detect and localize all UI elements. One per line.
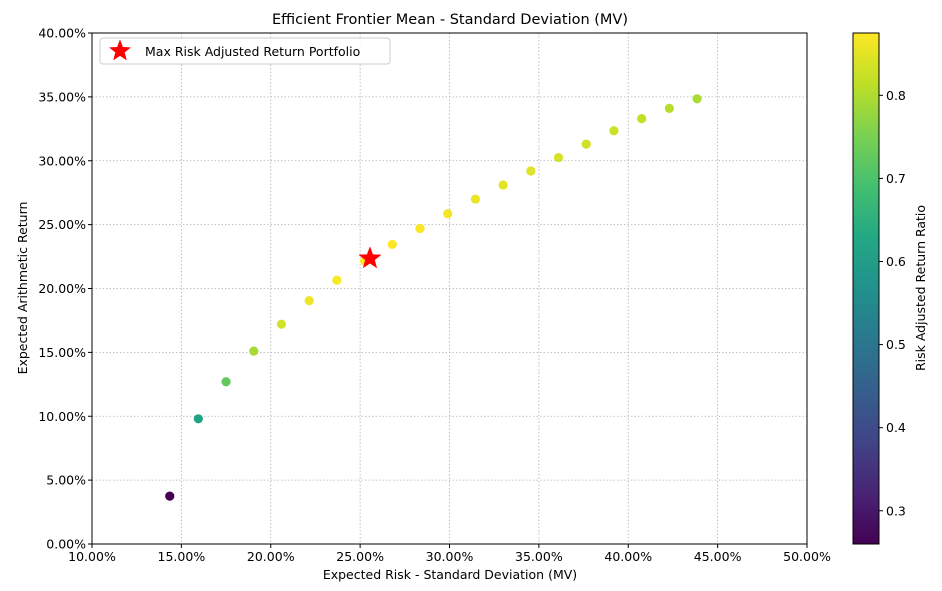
colorbar-gradient [853,33,879,544]
frontier-point [526,166,536,176]
frontier-point [276,319,287,329]
colorbar-tick-label: 0.8 [886,88,906,103]
frontier-point [581,139,591,149]
colorbar: 0.3 0.4 0.5 0.6 0.7 0.8 Risk Adjusted Return … [852,32,928,545]
max-risk-adjusted-return-star [358,246,382,269]
chart-title: Efficient Frontier Mean - Standard Devia… [272,12,628,28]
frontier-point [415,223,425,234]
frontier-point [165,491,175,501]
y-tick-label: 35.00% [38,89,86,104]
colorbar-frame [852,32,880,545]
y-axis: 0.00% 5.00% 10.00% 15.00% 20.00% 25.00% 30.00%… [38,26,92,552]
colorbar-ticks: 0.3 0.4 0.5 0.6 0.7 0.8 [879,88,906,518]
frontier-point [637,113,647,124]
y-tick-label: 15.00% [38,345,86,360]
frontier-point [387,239,397,250]
legend-box [99,37,391,65]
frontier-point [304,296,314,306]
points-layer [165,94,702,501]
colorbar-tick-label: 0.5 [886,337,906,352]
highlight-layer [358,246,382,269]
y-tick-label: 10.00% [38,409,86,424]
x-tick-label: 20.00% [247,549,295,564]
frontier-point [443,209,453,219]
grid [91,32,808,545]
legend: Max Risk Adjusted Return Portfolio [99,37,391,65]
y-tick-label: 0.00% [46,537,86,552]
frontier-point [221,377,231,387]
frontier-point [193,414,203,424]
colorbar-tick-label: 0.6 [886,254,906,269]
y-tick-label: 25.00% [38,217,86,232]
x-tick-label: 30.00% [426,549,474,564]
frontier-point [498,180,508,190]
frontier-point [553,152,564,163]
x-tick-label: 10.00% [68,549,116,564]
colorbar-tick-label: 0.7 [886,171,906,186]
frontier-point [609,126,619,136]
colorbar-tick-label: 0.4 [886,420,906,435]
frontier-point [470,194,481,204]
colorbar-tick-label: 0.3 [886,503,906,518]
y-tick-label: 40.00% [38,26,86,41]
x-axis-label: Expected Risk - Standard Deviation (MV) [323,567,577,582]
frontier-point [332,275,342,285]
x-tick-label: 50.00% [783,549,831,564]
x-tick-label: 40.00% [604,549,652,564]
y-axis-label: Expected Arithmetic Return [15,202,30,375]
frontier-point [664,103,674,113]
frontier-point [692,94,702,104]
y-tick-label: 20.00% [38,281,86,296]
x-tick-label: 15.00% [158,549,206,564]
y-tick-label: 30.00% [38,153,86,168]
x-tick-label: 45.00% [694,549,742,564]
colorbar-label: Risk Adjusted Return Ratio [913,205,928,371]
legend-entry-label: Max Risk Adjusted Return Portfolio [145,44,360,59]
y-tick-label: 5.00% [46,473,86,488]
x-tick-label: 35.00% [515,549,563,564]
legend-star-icon [108,39,132,61]
x-axis: 10.00% 15.00% 20.00% 25.00% 30.00% 35.00% 40.0… [68,544,831,564]
x-tick-label: 25.00% [336,549,384,564]
frontier-point [249,346,259,356]
